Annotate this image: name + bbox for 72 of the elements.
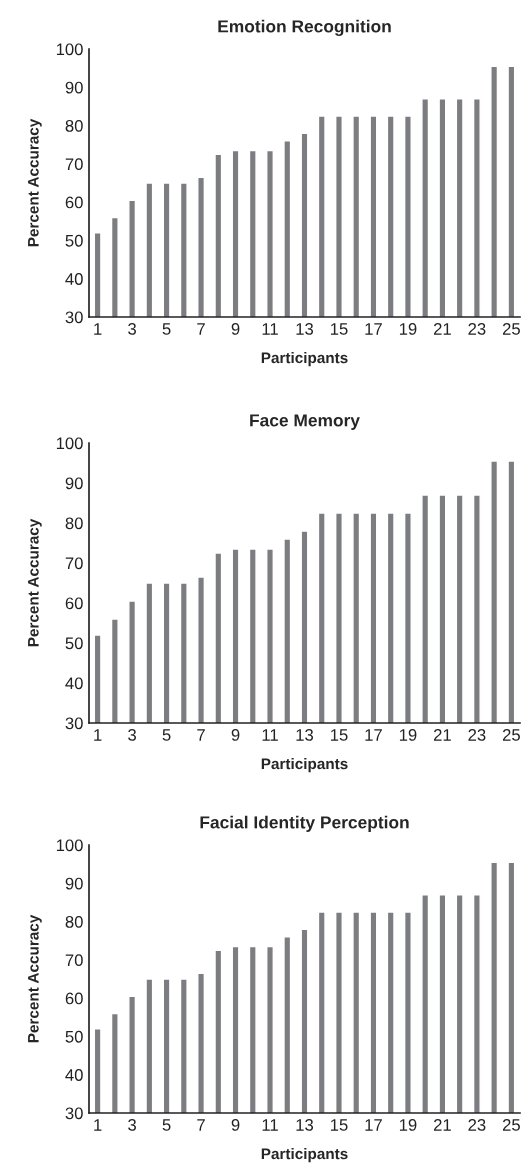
x-tick-label: 15 (330, 323, 348, 335)
y-tick-label: 100 (56, 43, 83, 56)
y-tick-label: 40 (65, 677, 83, 690)
x-tick-label: 21 (433, 1119, 451, 1131)
y-tick-label: 80 (65, 119, 83, 132)
x-tick-label: 5 (162, 1119, 171, 1131)
x-tick-label: 23 (468, 1119, 486, 1131)
x-tick-label: 7 (197, 1119, 205, 1131)
x-tick-label: 9 (231, 323, 240, 335)
x-tick-label: 25 (502, 323, 520, 335)
x-tick-label: 21 (433, 729, 451, 741)
y-tick-label: 50 (65, 637, 83, 650)
x-tick-label: 3 (128, 323, 136, 335)
x-tick-label: 7 (197, 323, 205, 335)
y-tick-label: 40 (65, 1069, 83, 1081)
y-tick-label: 50 (65, 234, 83, 247)
y-tick-label: 60 (65, 992, 83, 1005)
x-tick-label: 13 (296, 1119, 314, 1131)
x-tick-label: 25 (502, 1119, 520, 1131)
x-tick-label: 17 (365, 1119, 382, 1131)
y-axis-title: Percent Accuracy (28, 518, 42, 647)
x-tick-label: 5 (162, 323, 171, 335)
y-tick-label: 40 (65, 273, 83, 285)
x-tick-label: 3 (128, 1119, 136, 1131)
y-tick-label: 30 (65, 311, 83, 324)
y-axis-title: Percent Accuracy (28, 118, 42, 247)
x-tick-label: 13 (296, 729, 314, 741)
x-tick-label: 9 (231, 729, 240, 741)
chart-title: Emotion Recognition (218, 19, 391, 37)
x-tick-label: 25 (502, 729, 520, 741)
y-tick-label: 60 (65, 196, 83, 209)
chart-title: Facial Identity Perception (200, 815, 409, 832)
x-tick-label: 19 (399, 323, 417, 335)
y-tick-label: 70 (65, 954, 83, 967)
x-tick-label: 11 (262, 323, 278, 335)
x-tick-label: 3 (128, 729, 136, 741)
x-tick-label: 9 (231, 1119, 240, 1131)
x-tick-label: 1 (94, 729, 102, 741)
y-tick-label: 90 (65, 877, 83, 890)
y-tick-label: 90 (65, 81, 83, 94)
y-tick-label: 30 (65, 1107, 83, 1120)
x-tick-label: 5 (162, 729, 171, 741)
y-tick-label: 90 (65, 477, 83, 490)
x-tick-label: 17 (365, 323, 382, 335)
x-tick-label: 7 (197, 729, 205, 741)
y-tick-label: 100 (56, 839, 83, 852)
x-tick-label: 23 (468, 323, 486, 335)
x-tick-label: 19 (399, 729, 417, 741)
y-tick-label: 80 (65, 915, 83, 928)
x-tick-label: 19 (399, 1119, 417, 1131)
y-tick-label: 70 (65, 158, 83, 171)
x-axis-title: Participants (261, 351, 348, 367)
x-tick-label: 21 (433, 323, 451, 335)
x-axis-title: Participants (261, 1147, 348, 1163)
x-tick-label: 1 (94, 323, 102, 335)
y-tick-label: 100 (56, 437, 83, 450)
x-tick-label: 1 (94, 1119, 102, 1131)
x-tick-label: 15 (330, 1119, 348, 1131)
y-tick-label: 60 (65, 597, 83, 610)
y-tick-label: 80 (65, 517, 83, 530)
x-tick-label: 23 (468, 729, 486, 741)
x-axis-title: Participants (261, 757, 348, 773)
y-tick-label: 30 (65, 717, 83, 730)
x-tick-label: 15 (330, 729, 348, 741)
y-tick-label: 50 (65, 1030, 83, 1043)
chart-title: Face Memory (250, 414, 360, 430)
x-tick-label: 11 (262, 729, 278, 741)
y-tick-label: 70 (65, 557, 83, 570)
x-tick-label: 13 (296, 323, 314, 335)
y-axis-title: Percent Accuracy (28, 914, 42, 1043)
x-tick-label: 17 (365, 729, 382, 741)
x-tick-label: 11 (262, 1119, 278, 1131)
